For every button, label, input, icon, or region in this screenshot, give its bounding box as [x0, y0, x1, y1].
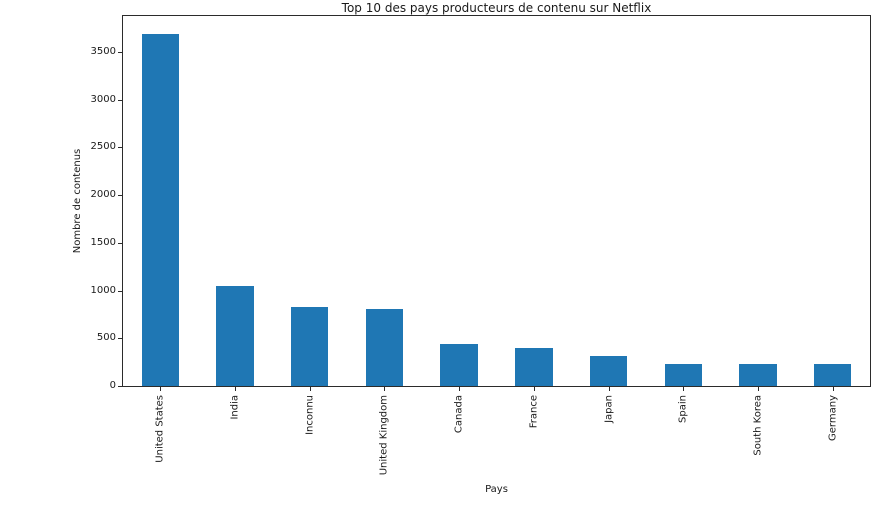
x-tick-mark	[757, 387, 759, 391]
y-tick-label: 1500	[90, 236, 116, 248]
bar-germany	[813, 364, 852, 386]
bar-spain	[664, 363, 702, 386]
x-tick-label: Canada	[453, 395, 465, 434]
bar-united-states	[141, 33, 180, 386]
plot-area	[122, 15, 871, 387]
x-tick-label: Germany	[827, 395, 839, 441]
bar-south-korea	[739, 363, 777, 386]
y-tick-mark	[118, 147, 122, 149]
y-tick-label: 2500	[90, 141, 116, 153]
bar-india	[216, 286, 254, 386]
x-tick-mark	[309, 387, 311, 391]
x-tick-mark	[608, 387, 610, 391]
x-tick-label: France	[528, 395, 540, 429]
x-axis-label: Pays	[485, 484, 508, 495]
x-tick-label: South Korea	[752, 395, 764, 456]
y-tick-label: 2000	[90, 189, 116, 201]
bar-united-kingdom	[365, 309, 404, 386]
bar-inconnu	[291, 306, 329, 386]
y-tick-label: 1000	[90, 284, 116, 296]
y-tick-label: 3500	[90, 45, 116, 57]
y-tick-mark	[118, 99, 122, 101]
y-tick-label: 3000	[90, 93, 116, 105]
x-tick-label: United Kingdom	[378, 395, 390, 476]
x-tick-label: Japan	[603, 395, 615, 423]
x-tick-label: Spain	[677, 395, 689, 423]
y-tick-mark	[118, 195, 122, 197]
x-tick-mark	[683, 387, 685, 391]
bar-france	[515, 348, 553, 386]
x-tick-mark	[832, 387, 834, 391]
bar-japan	[589, 355, 628, 386]
x-tick-mark	[235, 387, 237, 391]
x-tick-mark	[384, 387, 386, 391]
x-tick-label: United States	[154, 395, 166, 463]
x-tick-mark	[160, 387, 162, 391]
x-tick-mark	[459, 387, 461, 391]
chart-title: Top 10 des pays producteurs de contenu s…	[341, 1, 652, 15]
y-tick-label: 0	[109, 380, 116, 391]
y-tick-label: 500	[96, 332, 116, 344]
y-tick-mark	[118, 338, 122, 340]
y-tick-mark	[118, 51, 122, 53]
x-tick-mark	[533, 387, 535, 391]
y-tick-mark	[118, 386, 122, 387]
y-tick-mark	[118, 290, 122, 292]
x-tick-label: Inconnu	[304, 395, 316, 435]
x-tick-label: India	[229, 395, 241, 420]
y-tick-mark	[118, 242, 122, 244]
bar-canada	[440, 343, 478, 386]
